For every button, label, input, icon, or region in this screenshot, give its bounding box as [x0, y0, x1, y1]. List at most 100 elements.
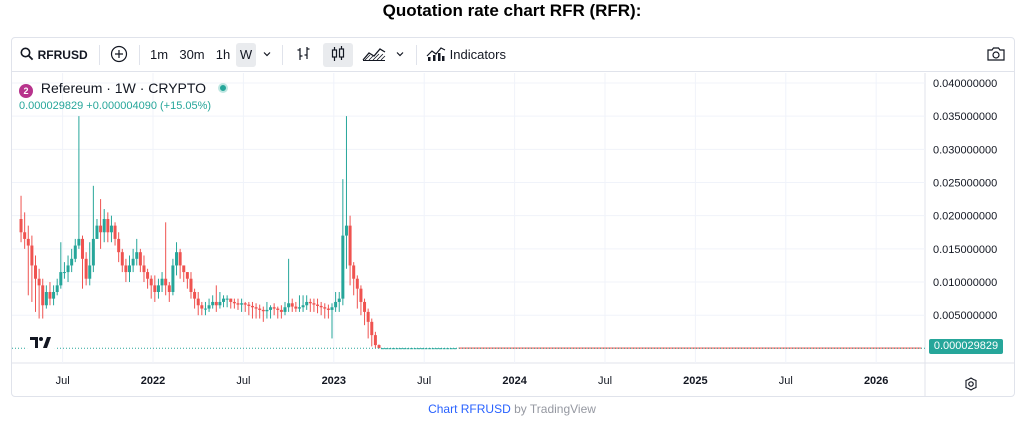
candle-body	[294, 306, 298, 309]
candle-body	[200, 305, 204, 309]
interval-1m[interactable]: 1m	[149, 47, 169, 62]
candle-body	[113, 225, 117, 239]
y-tick-label: 0.025000000	[933, 177, 997, 189]
candle-body	[341, 235, 345, 299]
area-style-button[interactable]	[360, 43, 388, 67]
interval-30m[interactable]: 30m	[179, 47, 205, 62]
candle-body	[297, 307, 301, 309]
price-chart[interactable]: 0.040000000 0.035000000 0.030000000 0.02500…	[12, 73, 1015, 397]
candle-body	[406, 348, 410, 350]
candle-body	[23, 232, 27, 239]
symbol-label: RFRUSD	[37, 48, 88, 62]
candle-body	[70, 258, 74, 266]
candle-body	[305, 301, 309, 306]
candle-body	[272, 307, 276, 309]
chart-widget: RFRUSD 1m 30m 1h W	[11, 37, 1015, 397]
candle-body	[435, 348, 439, 350]
candle-body	[308, 301, 312, 304]
candle-body	[131, 258, 135, 266]
candle-body	[330, 307, 334, 310]
toolbar-divider	[282, 45, 283, 65]
x-tick-label: 2022	[141, 375, 165, 387]
candle-body	[99, 225, 103, 233]
candle-body	[59, 272, 63, 286]
candle-body	[236, 303, 240, 305]
candles-style-button[interactable]	[323, 43, 353, 67]
candle-body	[55, 285, 59, 292]
candle-body	[52, 291, 56, 299]
candle-body	[399, 348, 403, 350]
candle-body	[185, 272, 189, 279]
candle-body	[283, 307, 287, 312]
page-title: Quotation rate chart RFR (RFR):	[382, 1, 642, 20]
x-tick-label: Jul	[417, 375, 431, 387]
candle-body	[48, 291, 52, 299]
tradingview-logo-icon[interactable]	[26, 331, 56, 353]
candle-body	[30, 245, 34, 266]
bars-icon	[297, 47, 310, 60]
candle-body	[243, 303, 247, 305]
x-tick-label: Jul	[598, 375, 612, 387]
candle-body	[417, 348, 421, 350]
snapshot-button[interactable]	[984, 43, 1008, 67]
candle-body	[214, 301, 218, 306]
y-tick-label: 0.015000000	[933, 244, 997, 256]
candle-body	[44, 291, 48, 306]
toolbar: RFRUSD 1m 30m 1h W	[12, 38, 1014, 72]
candle-body	[438, 348, 442, 350]
candle-body	[41, 285, 45, 306]
candle-body	[128, 265, 132, 273]
indicators-button[interactable]: Indicators	[426, 43, 516, 67]
candle-body	[258, 308, 262, 310]
footer: Chart RFRUSD by TradingView	[0, 402, 1024, 416]
candle-body	[109, 225, 113, 233]
candle-body	[84, 258, 88, 279]
x-tick-label: Jul	[779, 375, 793, 387]
compare-button[interactable]	[109, 43, 129, 67]
candle-body	[420, 348, 424, 350]
y-tick-label: 0.010000000	[933, 277, 997, 289]
candle-body	[363, 301, 367, 312]
bar-style-button[interactable]	[292, 43, 316, 67]
candle-body	[402, 348, 406, 350]
candle-body	[334, 301, 338, 308]
candle-body	[240, 303, 244, 305]
candle-body	[377, 345, 381, 349]
y-tick-label: 0.005000000	[933, 310, 997, 322]
candle-body	[160, 278, 164, 286]
candle-body	[316, 304, 320, 306]
chart-settings-gear-icon[interactable]	[963, 376, 979, 392]
market-status-icon[interactable]	[217, 83, 228, 93]
candle-body	[73, 245, 77, 259]
candle-body	[149, 278, 153, 286]
candle-body	[135, 252, 139, 259]
candle-body	[81, 238, 85, 259]
chart-style-dropdown[interactable]	[393, 43, 407, 67]
candle-body	[19, 218, 23, 233]
interval-w[interactable]: W	[236, 43, 256, 67]
candle-body	[120, 252, 124, 266]
candle-body	[175, 252, 179, 266]
x-tick-label: 2023	[322, 375, 346, 387]
candle-body	[395, 348, 399, 350]
footer-chart-link[interactable]: Chart RFRUSD	[428, 402, 511, 416]
candle-body	[287, 303, 291, 308]
candle-body	[388, 348, 392, 350]
candle-body	[254, 307, 258, 309]
symbol-search[interactable]: RFRUSD	[20, 43, 90, 67]
candle-body	[261, 309, 265, 312]
candle-body	[247, 304, 251, 306]
interval-dropdown[interactable]	[260, 43, 274, 67]
candle-body	[106, 218, 110, 233]
candle-body	[102, 218, 106, 233]
candle-body	[218, 301, 222, 306]
candle-body	[62, 272, 66, 274]
candle-body	[211, 301, 215, 306]
candle-body	[207, 305, 211, 309]
candle-body	[196, 298, 200, 306]
candle-body	[344, 225, 348, 236]
candle-body	[290, 303, 294, 307]
camera-icon	[987, 47, 1005, 61]
interval-1h[interactable]: 1h	[215, 47, 231, 62]
candle-body	[413, 348, 417, 350]
